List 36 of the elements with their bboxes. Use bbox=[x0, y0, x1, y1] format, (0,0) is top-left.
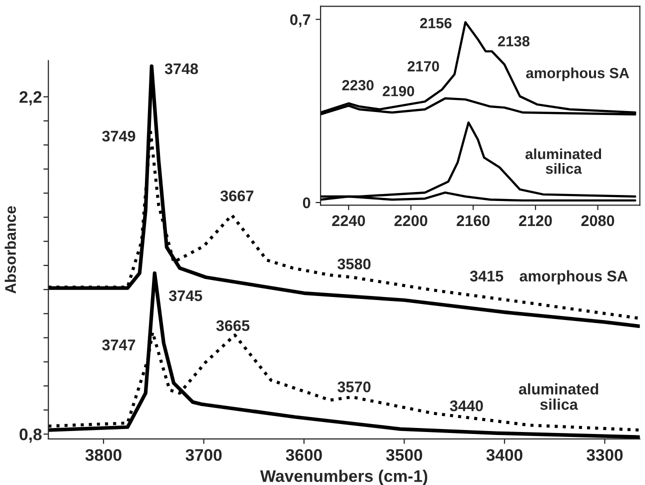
annotation: 3440 bbox=[450, 400, 483, 412]
y-tick-label: 0 bbox=[302, 197, 310, 208]
annotation: 3749 bbox=[102, 130, 136, 142]
y-axis-title: Absorbance bbox=[4, 206, 16, 294]
annotation: amorphous SA bbox=[520, 270, 628, 285]
x-tick-label: 3300 bbox=[586, 449, 623, 461]
annotation: aluminated silica bbox=[525, 148, 602, 174]
annotation: 3580 bbox=[338, 258, 371, 270]
x-tick-label: 2240 bbox=[332, 215, 365, 226]
annotation: 2156 bbox=[420, 18, 452, 28]
x-tick-label: 3800 bbox=[85, 449, 122, 461]
annotation: 3570 bbox=[338, 382, 371, 392]
annotation: 3747 bbox=[102, 340, 136, 350]
annotation: 2138 bbox=[498, 36, 530, 46]
annotation: 3415 bbox=[470, 270, 504, 282]
x-tick-label: 2200 bbox=[394, 215, 428, 226]
annotation: amorphous SA bbox=[526, 68, 630, 82]
x-tick-label: 3600 bbox=[286, 449, 322, 461]
x-tick-label: 3700 bbox=[186, 449, 222, 461]
annotation: 3745 bbox=[168, 290, 202, 302]
annotation: 2190 bbox=[382, 86, 414, 96]
y-tick-label: 2,2 bbox=[20, 91, 42, 106]
y-tick-label: 0,8 bbox=[20, 428, 42, 443]
annotation: 3748 bbox=[164, 63, 198, 74]
x-tick-label: 3400 bbox=[486, 449, 522, 461]
x-tick-label: 3500 bbox=[386, 449, 422, 461]
x-tick-label: 2080 bbox=[581, 215, 614, 226]
annotation: 2170 bbox=[408, 61, 439, 72]
x-tick-label: 2160 bbox=[456, 215, 490, 226]
y-tick-label: 0,7 bbox=[290, 14, 310, 28]
x-axis-title: Wavenumbers (cm-1) bbox=[260, 470, 428, 485]
annotation: 3665 bbox=[216, 320, 250, 332]
annotation: 2230 bbox=[342, 80, 374, 90]
x-tick-label: 2120 bbox=[519, 215, 552, 226]
annotation: 3667 bbox=[220, 190, 254, 202]
annotation: aluminated silica bbox=[518, 383, 598, 410]
